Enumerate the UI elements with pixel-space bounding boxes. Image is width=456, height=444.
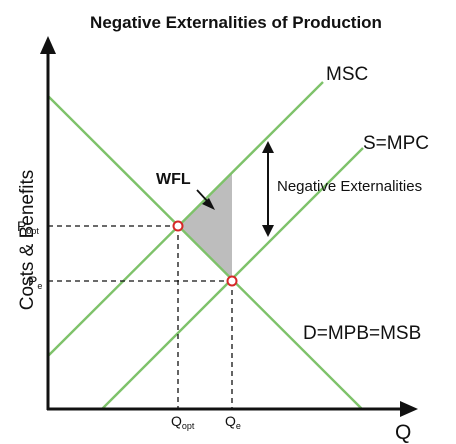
wfl-label: WFL [156,171,191,188]
supply-label: S=MPC [363,133,429,154]
gap-arrowhead-top [262,141,274,153]
wfl-arrowhead [202,198,215,210]
negative-externalities-label: Negative Externalities [277,178,422,195]
socially-optimal-point [172,220,184,232]
msc-curve [47,81,324,357]
welfare-loss-area [178,172,232,281]
demand-label: D=MPB=MSB [303,323,421,344]
y-axis-arrowhead [40,36,56,54]
q-e-label: Qe [225,413,241,431]
market-equilibrium-point [226,275,238,287]
demand-curve [47,95,363,410]
y-axis-label: Costs & Benefits [17,170,38,310]
x-axis-arrowhead [400,401,418,417]
x-axis-label: Q [395,421,411,444]
q-opt-label: Qopt [171,413,195,431]
diagram-title: Negative Externalities of Production [90,13,382,32]
p-e-label: Pe [28,273,42,291]
msc-label: MSC [326,64,368,85]
gap-arrowhead-bottom [262,225,274,237]
p-opt-label: Popt [17,218,39,236]
